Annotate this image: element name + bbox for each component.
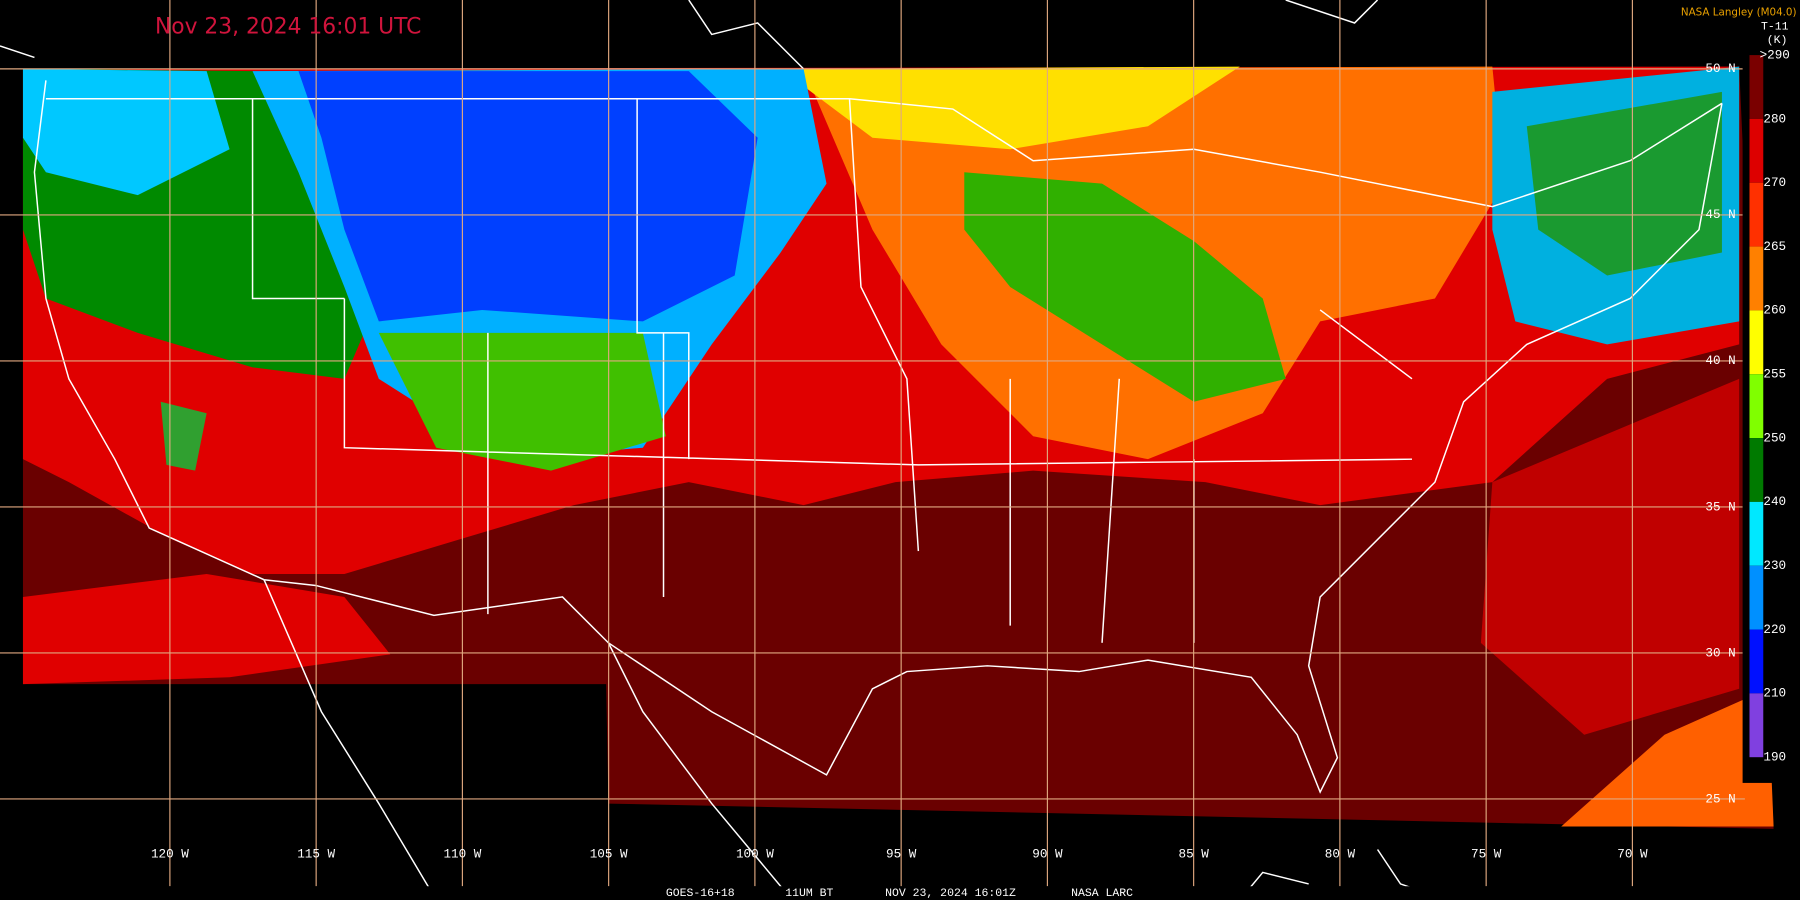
colorbar-segment	[1749, 629, 1764, 694]
cloud-blue	[298, 71, 758, 322]
coastline	[263, 579, 437, 900]
colorbar-label: 265	[1763, 239, 1786, 254]
longitude-label: 85 W	[1179, 846, 1210, 861]
colorbar-segment	[1749, 310, 1764, 375]
cloud-red	[22, 573, 391, 685]
credit: NASA Langley (M04.0)	[1681, 7, 1797, 19]
legend-title: T-11	[1761, 20, 1789, 33]
cloud-yellow	[780, 66, 1240, 150]
longitude-label: 75 W	[1471, 846, 1502, 861]
cloud-red	[1480, 378, 1740, 735]
latitude-label: 45 N	[1705, 207, 1735, 222]
colorbar-segment	[1749, 246, 1764, 311]
footer-text: NOV 23, 2024 16:01Z	[885, 887, 1016, 900]
footer-text: GOES-16+18	[666, 887, 735, 900]
colorbar-segment	[1749, 501, 1764, 566]
footer-text: NASA LARC	[1071, 887, 1133, 900]
coastline	[0, 0, 1379, 70]
cloud-green	[378, 332, 666, 471]
longitude-label: 95 W	[886, 846, 917, 861]
colorbar-segment	[1749, 374, 1764, 439]
longitude-label: 105 W	[590, 846, 628, 861]
colorbar-label: 270	[1763, 175, 1786, 190]
colorbar-segment	[1749, 693, 1764, 758]
cloud-green	[964, 172, 1286, 402]
longitude-label: 110 W	[443, 846, 481, 861]
colorbar-label: 220	[1763, 622, 1786, 637]
colorbar-label: >290	[1760, 47, 1790, 62]
cloud-green	[1526, 91, 1722, 276]
colorbar: >290 280 270 265 260 255 250 240 230 220 210 190	[1742, 45, 1800, 783]
colorbar-label: 240	[1763, 494, 1786, 509]
colorbar-label: 280	[1763, 111, 1786, 126]
latitude-label: 30 N	[1705, 645, 1735, 660]
longitude-label: 70 W	[1617, 846, 1648, 861]
footer-bar	[0, 886, 1800, 900]
border	[607, 642, 793, 900]
cloud-orange	[1561, 688, 1774, 827]
colorbar-label: 210	[1763, 686, 1786, 701]
footer-text: 11UM BT	[785, 887, 833, 900]
colorbar-segment	[1749, 118, 1764, 183]
colorbar-segment	[1749, 565, 1764, 630]
latitude-label: 35 N	[1705, 499, 1735, 514]
footer: GOES-16+18 11UM BT NOV 23, 2024 16:01Z NASA…	[666, 887, 1133, 900]
longitude-label: 120 W	[151, 846, 189, 861]
colorbar-segment	[1749, 55, 1764, 119]
longitude-label: 80 W	[1325, 846, 1356, 861]
colorbar-label: 230	[1763, 558, 1786, 573]
longitude-label: 100 W	[736, 846, 774, 861]
coastline	[33, 80, 1723, 794]
cloud-green	[160, 401, 207, 471]
longitude-label: 115 W	[297, 846, 335, 861]
colorbar-segment	[1749, 182, 1764, 247]
latitude-label: 50 N	[1705, 61, 1735, 76]
latitude-label: 40 N	[1705, 353, 1735, 368]
colorbar-segment	[1749, 438, 1764, 502]
legend-unit: (K)	[1767, 34, 1788, 47]
cloud-cyan	[22, 68, 230, 196]
colorbar-label: 260	[1763, 303, 1786, 318]
graticule: 50 N 45 N 40 N 35 N 30 N 25 N 120 W 115 W 110 W 1…	[0, 0, 1745, 887]
longitude-label: 90 W	[1032, 846, 1063, 861]
colorbar-label: 250	[1763, 430, 1786, 445]
colorbar-label: 190	[1763, 750, 1786, 765]
colorbar-label: 255	[1763, 367, 1786, 382]
title: Nov 23, 2024 16:01 UTC	[155, 15, 421, 40]
latitude-label: 25 N	[1705, 791, 1735, 806]
